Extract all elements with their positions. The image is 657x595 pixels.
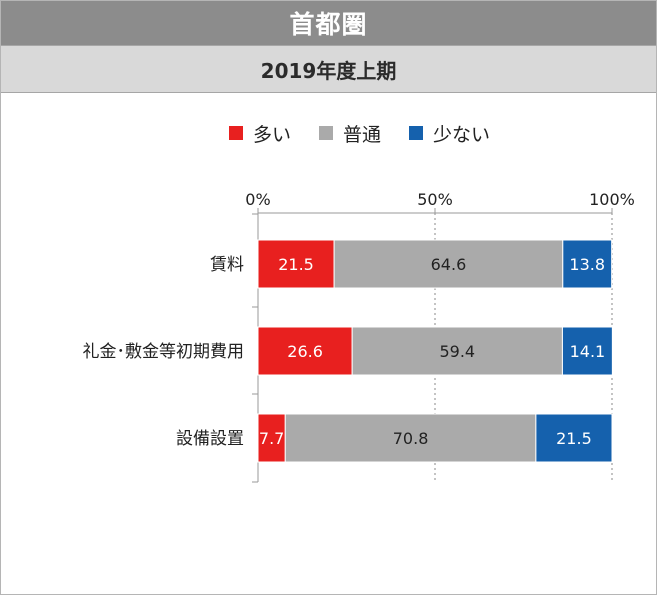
data-label: 21.5	[278, 255, 314, 274]
x-tick-label: 0%	[245, 190, 270, 209]
data-label: 13.8	[569, 255, 605, 274]
legend: 多い 普通 少ない	[229, 120, 518, 146]
title-text: 首都圏	[289, 10, 368, 39]
data-label: 14.1	[570, 342, 606, 361]
legend-label-many: 多い	[253, 123, 292, 146]
subtitle-text: 2019年度上期	[260, 58, 397, 83]
category-label: 設備設置	[176, 429, 244, 449]
legend-label-few: 少ない	[433, 123, 491, 146]
legend-swatch-normal	[319, 126, 334, 140]
legend-item-few: 少ない	[409, 120, 490, 147]
bar-few	[561, 326, 613, 376]
data-label: 70.8	[393, 429, 429, 448]
category-label: 賃料	[210, 255, 244, 275]
x-tick-label: 50%	[417, 190, 453, 209]
data-label: 59.4	[439, 342, 475, 361]
data-label: 7.7	[259, 429, 284, 448]
legend-label-normal: 普通	[343, 123, 382, 146]
legend-item-normal: 普通	[319, 120, 381, 147]
period-subtitle: 2019年度上期	[1, 45, 656, 93]
bar-few	[535, 413, 613, 463]
legend-item-many: 多い	[229, 120, 291, 147]
bar-normal	[284, 413, 537, 463]
bar-many	[257, 239, 335, 289]
data-label: 64.6	[431, 255, 467, 274]
legend-swatch-many	[229, 126, 243, 140]
bar-few	[562, 239, 613, 289]
category-label: 礼金･敷金等初期費用	[83, 342, 245, 362]
bar-normal	[351, 326, 563, 376]
page-title: 首都圏	[1, 1, 656, 45]
data-label: 26.6	[287, 342, 323, 361]
legend-swatch-few	[409, 126, 424, 140]
bar-normal	[333, 239, 564, 289]
x-tick-label: 100%	[589, 190, 635, 209]
data-label: 21.5	[556, 429, 592, 448]
bar-many	[257, 326, 353, 376]
